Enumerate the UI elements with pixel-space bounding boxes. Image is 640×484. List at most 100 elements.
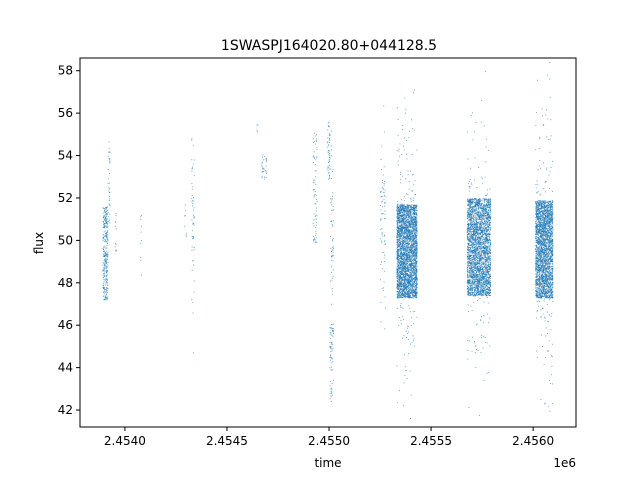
data-point: [400, 268, 402, 270]
data-point: [467, 266, 468, 268]
data-point: [414, 253, 416, 255]
data-point: [408, 282, 410, 284]
data-point: [396, 402, 398, 404]
data-point: [416, 244, 418, 246]
data-point: [409, 224, 411, 226]
data-point: [403, 287, 405, 289]
data-point: [261, 165, 263, 167]
data-point: [409, 234, 411, 235]
data-point: [409, 236, 411, 238]
data-point: [411, 284, 413, 286]
data-point: [415, 284, 417, 286]
data-point: [105, 287, 107, 289]
data-point: [408, 285, 410, 286]
data-point: [486, 225, 488, 227]
data-point: [466, 226, 468, 228]
data-point: [397, 236, 399, 238]
data-point: [397, 286, 399, 288]
data-point: [403, 227, 405, 229]
data-point: [402, 236, 404, 237]
data-point: [475, 224, 477, 226]
data-point: [399, 256, 401, 258]
data-point: [397, 230, 399, 232]
data-point: [400, 320, 402, 321]
data-point: [328, 154, 330, 156]
data-point: [403, 335, 405, 337]
data-point: [412, 231, 414, 233]
data-point: [405, 296, 406, 298]
data-point: [316, 199, 317, 200]
data-point: [316, 194, 317, 196]
data-point: [405, 225, 407, 227]
data-point: [406, 260, 408, 262]
data-point: [416, 278, 418, 279]
data-point: [399, 283, 401, 285]
data-point: [401, 257, 403, 259]
data-point: [103, 249, 105, 250]
data-point: [414, 294, 416, 296]
data-point: [490, 198, 492, 200]
data-point: [410, 239, 412, 240]
data-point: [405, 279, 407, 280]
data-point: [408, 277, 410, 278]
data-point: [404, 234, 406, 235]
data-point: [405, 249, 407, 250]
data-point: [399, 265, 401, 267]
data-point: [411, 241, 413, 243]
data-point: [329, 168, 331, 170]
data-point: [400, 212, 402, 214]
data-point: [410, 216, 412, 218]
data-point: [415, 220, 417, 222]
data-point: [261, 175, 263, 177]
data-point: [400, 261, 402, 263]
data-point: [404, 255, 406, 257]
data-point: [414, 222, 416, 224]
data-point: [191, 159, 193, 161]
data-point: [401, 285, 403, 287]
data-point: [106, 278, 107, 280]
data-point: [106, 289, 108, 291]
data-point: [398, 287, 400, 289]
data-point: [403, 276, 405, 278]
data-point: [409, 238, 411, 240]
data-point: [313, 225, 315, 227]
data-point: [104, 216, 106, 218]
data-point: [413, 258, 415, 260]
data-point: [474, 254, 476, 256]
data-point: [415, 212, 417, 213]
data-point: [411, 229, 412, 231]
data-point: [476, 270, 478, 272]
data-point: [380, 191, 382, 193]
data-point: [409, 210, 411, 212]
data-point: [414, 228, 416, 230]
data-point: [412, 215, 414, 217]
data-point: [412, 260, 414, 262]
data-point: [315, 203, 317, 205]
data-point: [477, 222, 479, 223]
data-point: [414, 193, 416, 195]
data-point: [104, 239, 106, 241]
data-point: [328, 172, 330, 174]
data-point: [103, 224, 105, 225]
data-point: [414, 273, 415, 275]
data-point: [396, 212, 398, 214]
data-point: [407, 237, 409, 239]
data-point: [410, 220, 412, 221]
data-point: [407, 242, 409, 243]
data-point: [416, 220, 417, 222]
data-point: [407, 214, 409, 216]
data-point: [407, 194, 409, 196]
data-point: [107, 183, 109, 185]
data-point: [105, 275, 107, 277]
data-point: [474, 227, 476, 229]
data-point: [408, 232, 410, 234]
data-point: [400, 285, 402, 287]
data-point: [408, 205, 410, 207]
data-point: [415, 293, 416, 294]
data-point: [396, 215, 398, 217]
data-point: [397, 284, 399, 286]
data-point: [407, 261, 408, 263]
data-point: [408, 204, 410, 206]
data-point: [328, 125, 329, 127]
data-point: [404, 256, 406, 258]
